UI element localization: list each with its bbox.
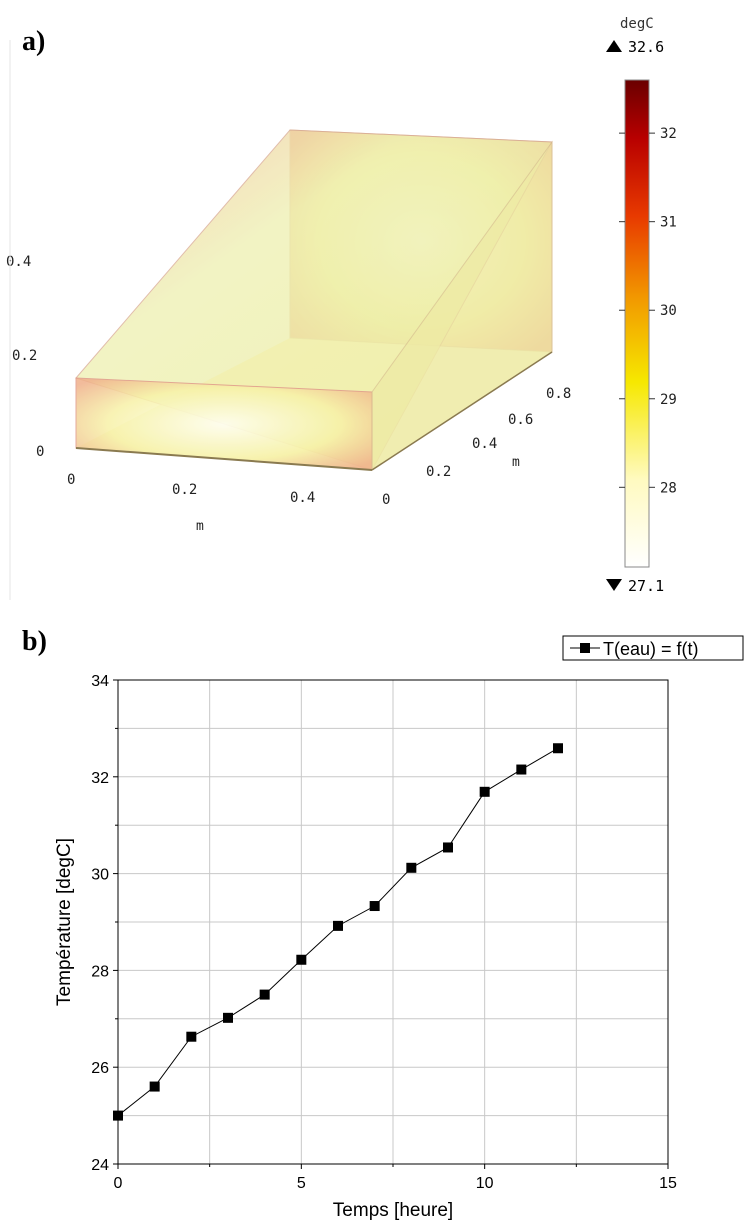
x-tick-0: 0 bbox=[67, 472, 75, 488]
x-axis-title: Temps [heure] bbox=[333, 1200, 453, 1221]
data-point bbox=[479, 786, 490, 797]
colorbar-min: 27.1 bbox=[628, 577, 664, 595]
colorbar-tick-label: 29 bbox=[660, 392, 677, 408]
y-tick-label: 26 bbox=[91, 1060, 109, 1077]
legend-marker-icon bbox=[580, 643, 590, 653]
y-tick-label: 24 bbox=[91, 1157, 109, 1174]
x-tick-0.4: 0.4 bbox=[290, 490, 315, 506]
colorbar-gradient bbox=[624, 79, 650, 568]
x-tick-label: 5 bbox=[297, 1175, 306, 1192]
y-tick-0: 0 bbox=[382, 492, 390, 508]
z-tick-0.2: 0.2 bbox=[12, 348, 37, 364]
legend-label: T(eau) = f(t) bbox=[603, 639, 699, 659]
colorbar-tick-label: 32 bbox=[660, 126, 677, 142]
max-marker-icon bbox=[606, 40, 622, 52]
y-tick-0.6: 0.6 bbox=[508, 412, 533, 428]
y-tick-0.4: 0.4 bbox=[472, 436, 497, 452]
y-axis-title: Température [degC] bbox=[54, 838, 75, 1006]
panel-a-label: a) bbox=[22, 26, 46, 57]
temperature-3d-plot: 0.4 0.2 0 0 0.2 0.4 m 0 0.2 0.4 0.6 0.8 … bbox=[6, 16, 677, 600]
z-tick-0.4: 0.4 bbox=[6, 254, 31, 270]
colorbar-tick-label: 28 bbox=[660, 480, 677, 496]
box-3d bbox=[75, 129, 553, 471]
colorbar-max: 32.6 bbox=[628, 38, 664, 56]
legend: T(eau) = f(t) bbox=[562, 635, 744, 661]
y-axis-label: m bbox=[512, 455, 520, 470]
z-tick-0: 0 bbox=[36, 444, 44, 460]
colorbar-unit: degC bbox=[620, 16, 654, 32]
data-point bbox=[443, 842, 453, 853]
min-marker-icon bbox=[606, 579, 622, 591]
colorbar: degC 32.6 32 31 30 29 28 27.1 bbox=[606, 16, 677, 595]
y-tick-label: 28 bbox=[91, 963, 109, 980]
data-point bbox=[369, 901, 380, 912]
data-point bbox=[296, 954, 307, 965]
x-tick-label: 15 bbox=[659, 1175, 677, 1192]
series-line bbox=[117, 747, 559, 1116]
y-tick-label: 34 bbox=[91, 673, 109, 690]
data-point bbox=[149, 1081, 160, 1092]
x-axis-label: m bbox=[196, 519, 204, 534]
data-point bbox=[223, 1012, 233, 1023]
y-tick-label: 32 bbox=[91, 770, 109, 787]
data-point bbox=[406, 862, 417, 873]
colorbar-tick-label: 31 bbox=[660, 215, 677, 231]
y-tick-0.2: 0.2 bbox=[426, 464, 451, 480]
data-point bbox=[333, 920, 343, 931]
data-point bbox=[186, 1031, 197, 1042]
data-point bbox=[516, 764, 527, 775]
front-face bbox=[75, 377, 373, 471]
data-point bbox=[259, 989, 270, 1000]
colorbar-tick-label: 30 bbox=[660, 303, 677, 319]
y-tick-0.8: 0.8 bbox=[546, 386, 571, 402]
x-tick-0.2: 0.2 bbox=[172, 482, 197, 498]
y-tick-label: 30 bbox=[91, 867, 109, 884]
panel-b-label: b) bbox=[22, 626, 47, 657]
x-tick-label: 10 bbox=[476, 1175, 494, 1192]
data-point bbox=[113, 1110, 123, 1121]
x-tick-label: 0 bbox=[114, 1175, 123, 1192]
data-point bbox=[553, 743, 563, 754]
